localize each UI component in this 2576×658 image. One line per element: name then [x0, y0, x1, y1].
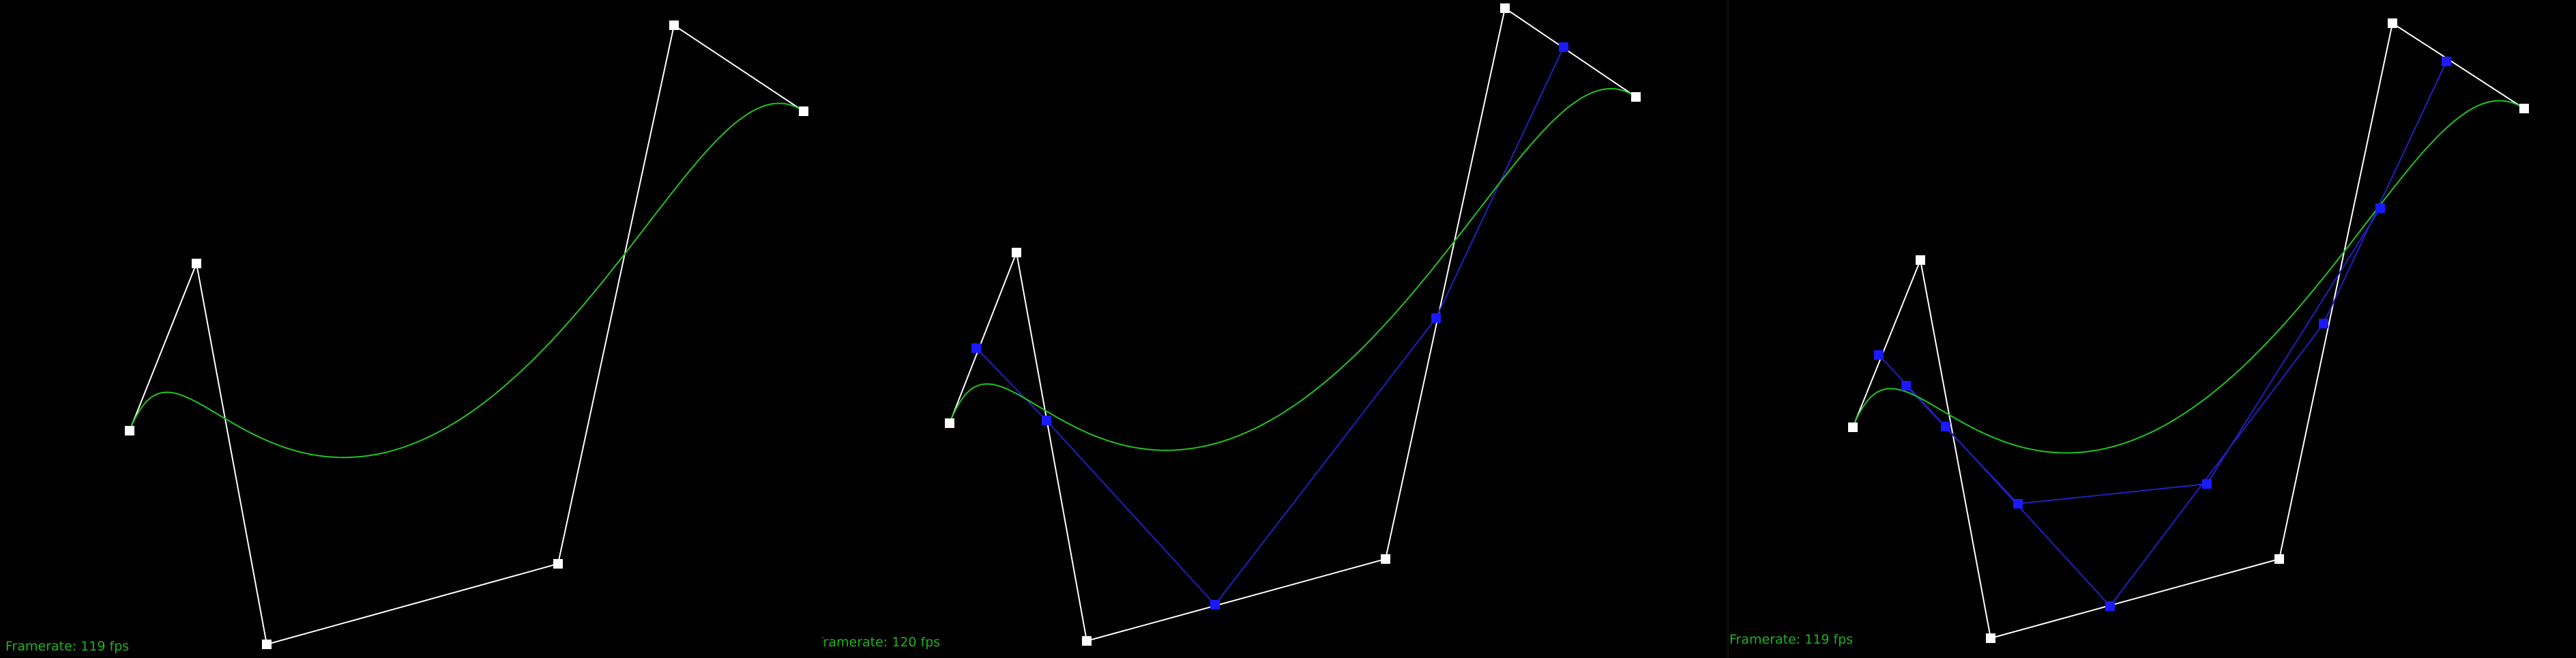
construction-point: [2442, 57, 2451, 66]
control-polygon: [949, 7, 1637, 642]
framerate-label: Framerate: 119 fps: [5, 639, 130, 654]
bezier-canvas-middle: [945, 3, 1641, 646]
construction-point: [1901, 381, 1911, 390]
construction-point: [971, 343, 981, 353]
construction-point: [2375, 203, 2385, 213]
construction-line: [976, 46, 1564, 606]
control-point: [1916, 255, 1925, 265]
control-point: [1848, 423, 1858, 432]
control-point: [1082, 636, 1092, 646]
viewport-right: Framerate: 119 fps: [1729, 0, 2576, 658]
control-point: [669, 20, 679, 30]
construction-point: [2105, 601, 2115, 611]
control-point: [1381, 554, 1390, 564]
viewport-middle: Framerate: 120 fps: [822, 0, 1729, 658]
control-point: [799, 106, 808, 116]
construction-point: [2202, 479, 2212, 489]
construction-line: [1905, 208, 2381, 505]
control-point: [2274, 554, 2284, 564]
bezier-curve: [949, 88, 1637, 451]
control-point: [945, 418, 954, 428]
control-polygon: [129, 24, 804, 646]
control-point: [2388, 18, 2397, 28]
construction-point: [1941, 422, 1950, 431]
construction-line: [1878, 61, 2447, 607]
bezier-curve: [1852, 100, 2525, 454]
construction-point: [2013, 499, 2023, 509]
construction-point: [2319, 319, 2328, 328]
control-point: [192, 259, 201, 268]
bezier-canvas-left: [125, 20, 808, 649]
framerate-label: Framerate: 120 fps: [822, 635, 941, 650]
bezier-canvas-right: [1848, 18, 2529, 643]
construction-point: [1874, 350, 1884, 360]
control-point: [2519, 104, 2529, 113]
framerate-label: Framerate: 119 fps: [1729, 632, 1854, 647]
control-point: [262, 640, 272, 649]
viewport-left: Framerate: 119 fps: [0, 0, 839, 658]
construction-point: [1559, 42, 1568, 52]
control-point: [1012, 248, 1021, 257]
control-point: [553, 559, 563, 569]
control-point: [125, 426, 134, 435]
construction-point: [1210, 600, 1220, 610]
control-point: [1631, 92, 1641, 102]
control-polygon: [1852, 22, 2525, 640]
construction-point: [1431, 313, 1441, 323]
viewport-divider: [1727, 0, 1729, 658]
bezier-curve: [129, 102, 804, 459]
control-point: [1500, 3, 1510, 13]
construction-point: [1042, 416, 1051, 425]
control-point: [1986, 633, 1995, 643]
